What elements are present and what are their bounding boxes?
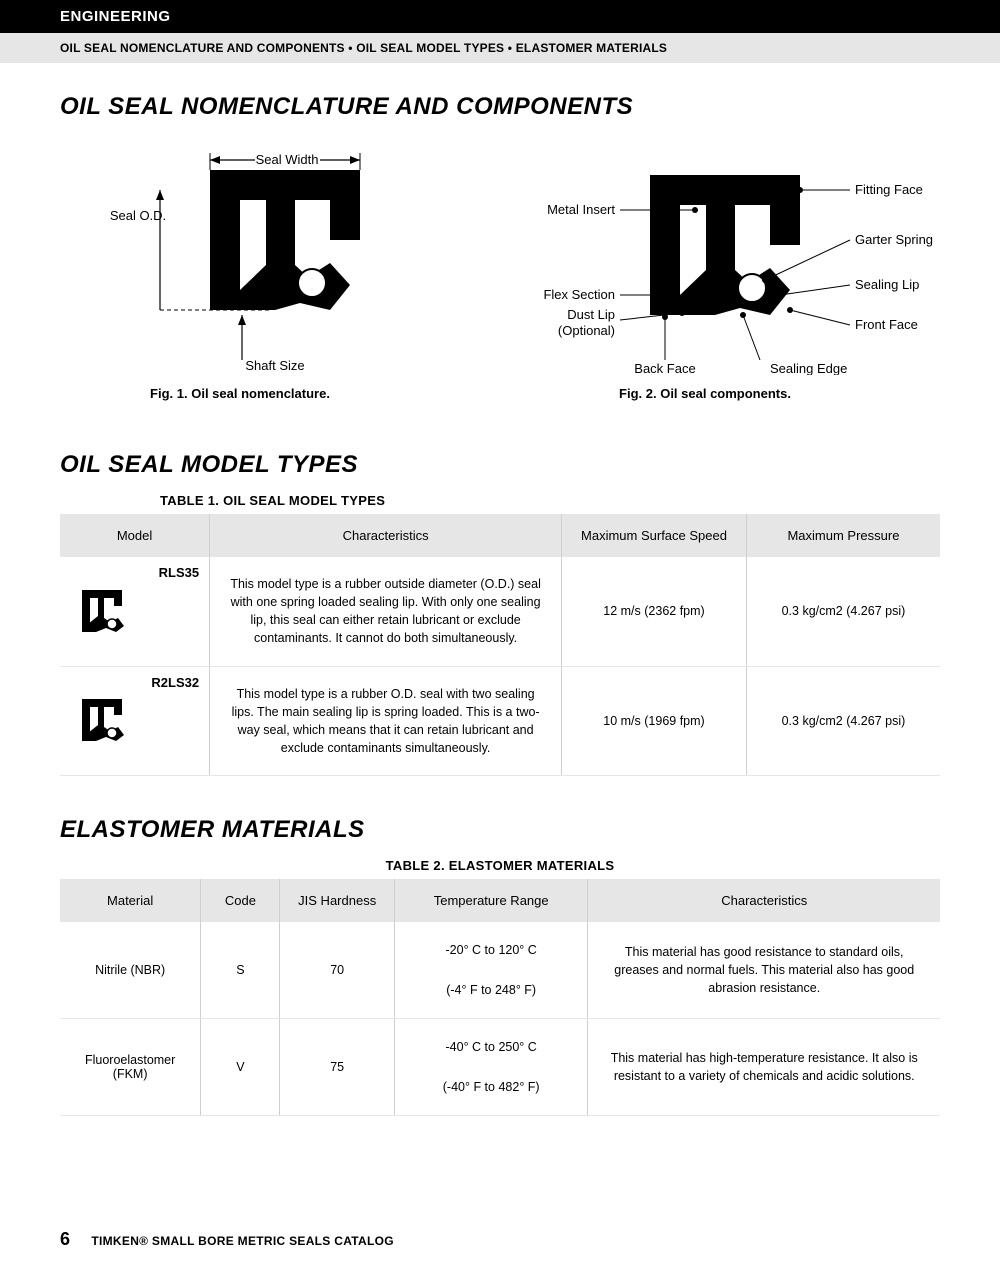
table-row: Fluoroelastomer (FKM)V75-40° C to 250° C… — [60, 1019, 940, 1116]
cell: Fluoroelastomer (FKM) — [60, 1019, 201, 1116]
label-shaft-size: Shaft Size — [245, 358, 304, 373]
model-cell: R2LS32 — [60, 666, 210, 776]
label-back-face: Back Face — [634, 361, 695, 375]
pressure-cell: 0.3 kg/cm2 (4.267 psi) — [746, 557, 940, 666]
label-dust-lip-opt: (Optional) — [558, 323, 615, 338]
fig2-caption: Fig. 2. Oil seal components. — [470, 386, 940, 401]
label-fitting-face: Fitting Face — [855, 182, 923, 197]
cell: Nitrile (NBR) — [60, 922, 201, 1019]
characteristics-cell: This material has high-temperature resis… — [588, 1019, 940, 1116]
cell: V — [201, 1019, 280, 1116]
table-header: Material — [60, 879, 201, 922]
spring-circle — [298, 269, 326, 297]
table-header: Code — [201, 879, 280, 922]
table-header: Temperature Range — [394, 879, 588, 922]
label-metal-insert: Metal Insert — [547, 202, 615, 217]
spring-circle-2 — [738, 274, 766, 302]
label-front-face: Front Face — [855, 317, 918, 332]
model-types-table: ModelCharacteristicsMaximum Surface Spee… — [60, 514, 940, 776]
fig2-diagram: Metal Insert Flex Section Dust Lip (Opti… — [470, 135, 940, 375]
label-garter-spring: Garter Spring — [855, 232, 933, 247]
table2-title: TABLE 2. ELASTOMER MATERIALS — [60, 858, 940, 873]
model-cell: RLS35 — [60, 557, 210, 666]
elastomer-table: MaterialCodeJIS HardnessTemperature Rang… — [60, 879, 940, 1116]
label-sealing-edge: Sealing Edge — [770, 361, 847, 375]
table-row: R2LS32This model type is a rubber O.D. s… — [60, 666, 940, 776]
speed-cell: 12 m/s (2362 fpm) — [562, 557, 747, 666]
figure-1: Seal Width Seal O.D. Shaft Size Fig. 1. … — [60, 135, 420, 401]
cell: 70 — [280, 922, 394, 1019]
table-header: Characteristics — [210, 514, 562, 557]
seal-shape — [210, 170, 360, 310]
table-header: Characteristics — [588, 879, 940, 922]
table-header: Maximum Surface Speed — [562, 514, 747, 557]
table-row: Nitrile (NBR)S70-20° C to 120° C(-4° F t… — [60, 922, 940, 1019]
section1-heading: OIL SEAL NOMENCLATURE AND COMPONENTS — [60, 93, 940, 121]
fig1-caption: Fig. 1. Oil seal nomenclature. — [60, 386, 420, 401]
figure-2: Metal Insert Flex Section Dust Lip (Opti… — [470, 135, 940, 401]
cell: 75 — [280, 1019, 394, 1116]
section2-heading: OIL SEAL MODEL TYPES — [60, 451, 940, 479]
characteristics-cell: This model type is a rubber O.D. seal wi… — [210, 666, 562, 776]
table-header: JIS Hardness — [280, 879, 394, 922]
section3-heading: ELASTOMER MATERIALS — [60, 816, 940, 844]
temp-cell: -40° C to 250° C(-40° F to 482° F) — [394, 1019, 588, 1116]
table-row: RLS35This model type is a rubber outside… — [60, 557, 940, 666]
characteristics-cell: This material has good resistance to sta… — [588, 922, 940, 1019]
temp-cell: -20° C to 120° C(-4° F to 248° F) — [394, 922, 588, 1019]
header-breadcrumb: OIL SEAL NOMENCLATURE AND COMPONENTS • O… — [0, 33, 1000, 63]
page-footer: 6 TIMKEN® SMALL BORE METRIC SEALS CATALO… — [60, 1229, 394, 1250]
fig1-diagram: Seal Width Seal O.D. Shaft Size — [60, 135, 420, 375]
pressure-cell: 0.3 kg/cm2 (4.267 psi) — [746, 666, 940, 776]
speed-cell: 10 m/s (1969 fpm) — [562, 666, 747, 776]
label-seal-width: Seal Width — [256, 152, 319, 167]
label-dust-lip: Dust Lip — [567, 307, 615, 322]
figures-row: Seal Width Seal O.D. Shaft Size Fig. 1. … — [60, 135, 940, 401]
catalog-name: TIMKEN® SMALL BORE METRIC SEALS CATALOG — [91, 1234, 394, 1248]
header-section: ENGINEERING — [0, 0, 1000, 33]
page-number: 6 — [60, 1229, 70, 1249]
label-flex-section: Flex Section — [543, 287, 615, 302]
table-header: Model — [60, 514, 210, 557]
table1-title: TABLE 1. OIL SEAL MODEL TYPES — [160, 493, 940, 508]
characteristics-cell: This model type is a rubber outside diam… — [210, 557, 562, 666]
table-header: Maximum Pressure — [746, 514, 940, 557]
label-sealing-lip: Sealing Lip — [855, 277, 919, 292]
label-seal-od: Seal O.D. — [110, 208, 166, 223]
cell: S — [201, 922, 280, 1019]
